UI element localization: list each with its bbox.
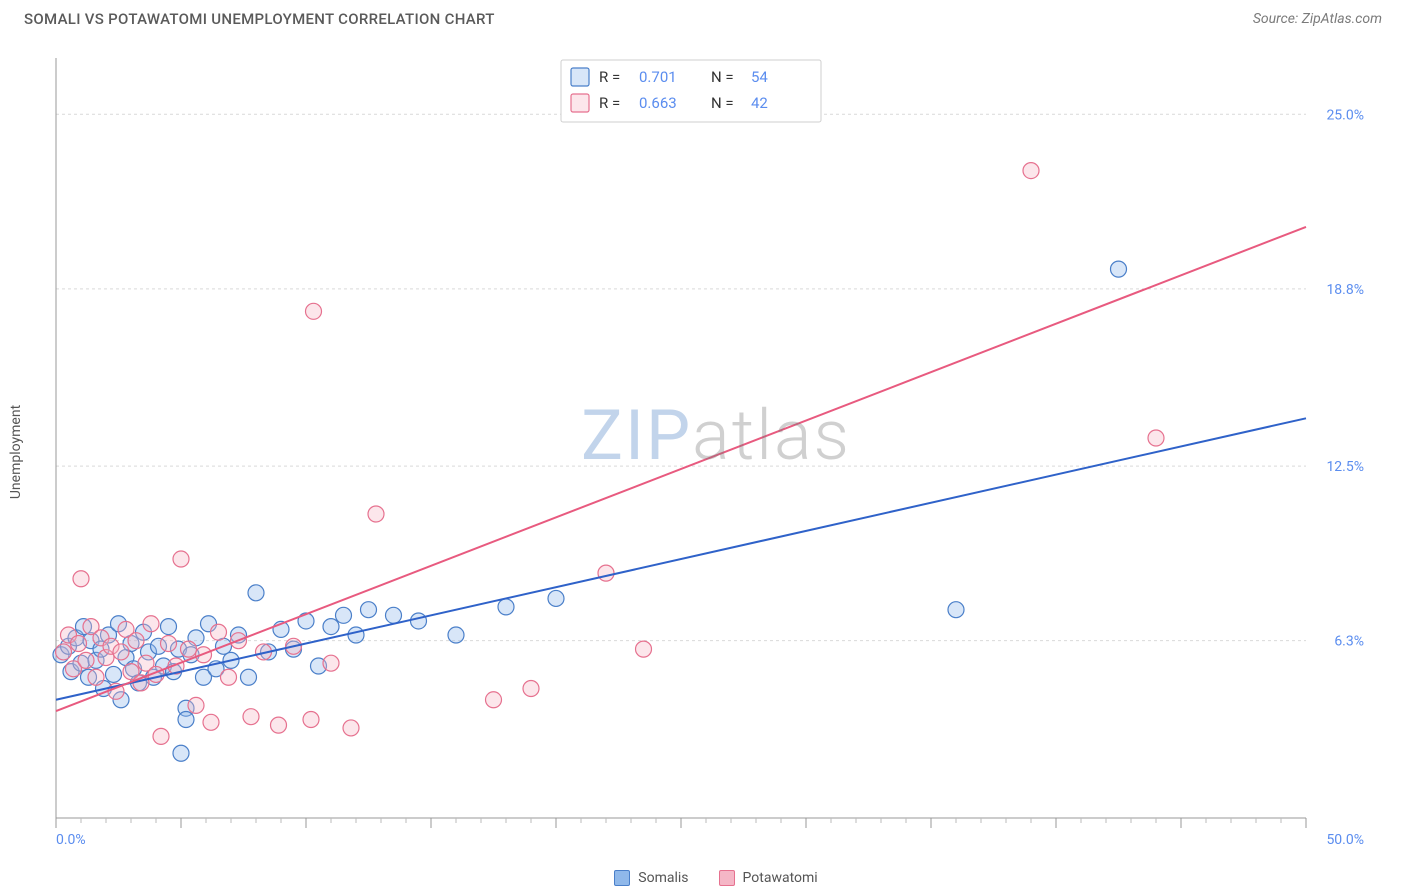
data-point — [71, 635, 87, 651]
data-point — [88, 669, 104, 685]
data-point — [203, 714, 219, 730]
data-point — [336, 607, 352, 623]
data-point — [1111, 261, 1127, 277]
chart-title: SOMALI VS POTAWATOMI UNEMPLOYMENT CORREL… — [24, 10, 495, 28]
data-point — [241, 669, 257, 685]
data-point — [128, 633, 144, 649]
data-point — [78, 652, 94, 668]
bottom-legend: Somalis Potawatomi — [46, 870, 1386, 886]
data-point — [598, 565, 614, 581]
data-point — [161, 635, 177, 651]
legend-swatch — [571, 94, 589, 112]
data-point — [113, 644, 129, 660]
scatter-chart: 6.3% 12.5% 18.8% 25.0% 0.0% 50.0% R = 0.701 N = 5… — [46, 48, 1376, 848]
data-point — [153, 728, 169, 744]
source-attribution: Source: ZipAtlas.com — [1253, 11, 1382, 27]
data-point — [343, 720, 359, 736]
svg-text:50.0%: 50.0% — [1326, 832, 1364, 848]
data-point — [1148, 430, 1164, 446]
data-point — [323, 619, 339, 635]
data-point — [173, 551, 189, 567]
data-point — [548, 590, 564, 606]
svg-text:54: 54 — [751, 68, 768, 86]
data-point — [486, 692, 502, 708]
data-point — [56, 644, 72, 660]
legend-label: Somalis — [638, 870, 688, 886]
data-point — [498, 599, 514, 615]
legend-item: Potawatomi — [719, 870, 818, 886]
data-point — [211, 624, 227, 640]
legend-swatch — [614, 870, 630, 886]
svg-text:N =: N = — [711, 94, 734, 112]
data-point — [411, 613, 427, 629]
data-point — [188, 697, 204, 713]
data-point — [143, 616, 159, 632]
svg-text:N =: N = — [711, 68, 734, 86]
legend-label: Potawatomi — [743, 870, 818, 886]
data-point — [221, 669, 237, 685]
svg-text:R =: R = — [599, 94, 620, 112]
legend-swatch — [719, 870, 735, 886]
data-point — [448, 627, 464, 643]
data-point — [303, 711, 319, 727]
data-point — [636, 641, 652, 657]
data-point — [181, 641, 197, 657]
svg-text:42: 42 — [751, 94, 768, 112]
trend-line — [56, 418, 1306, 699]
chart-area: Unemployment 6.3%12.5%18.8%25.0%0.0%50.0… — [46, 48, 1386, 856]
y-axis-label: Unemployment — [8, 405, 24, 499]
svg-text:25.0%: 25.0% — [1326, 107, 1364, 123]
data-point — [161, 619, 177, 635]
data-point — [948, 602, 964, 618]
data-point — [306, 303, 322, 319]
data-point — [386, 607, 402, 623]
svg-text:0.663: 0.663 — [639, 94, 677, 112]
data-point — [173, 745, 189, 761]
data-point — [178, 711, 194, 727]
header: SOMALI VS POTAWATOMI UNEMPLOYMENT CORREL… — [0, 0, 1406, 34]
svg-text:0.0%: 0.0% — [56, 832, 86, 848]
legend-swatch — [571, 68, 589, 86]
svg-text:R =: R = — [599, 68, 620, 86]
source-label: Source: — [1253, 11, 1298, 27]
data-point — [73, 571, 89, 587]
data-point — [368, 506, 384, 522]
data-point — [348, 627, 364, 643]
svg-text:6.3%: 6.3% — [1334, 634, 1364, 650]
svg-text:18.8%: 18.8% — [1326, 282, 1364, 298]
data-point — [323, 655, 339, 671]
data-point — [106, 666, 122, 682]
source-name: ZipAtlas.com — [1302, 11, 1382, 27]
data-point — [1023, 163, 1039, 179]
data-point — [523, 681, 539, 697]
trend-line — [56, 227, 1306, 711]
legend-item: Somalis — [614, 870, 688, 886]
data-point — [243, 709, 259, 725]
svg-text:12.5%: 12.5% — [1326, 459, 1364, 475]
data-point — [361, 602, 377, 618]
data-point — [271, 717, 287, 733]
svg-text:0.701: 0.701 — [639, 68, 677, 86]
data-point — [248, 585, 264, 601]
